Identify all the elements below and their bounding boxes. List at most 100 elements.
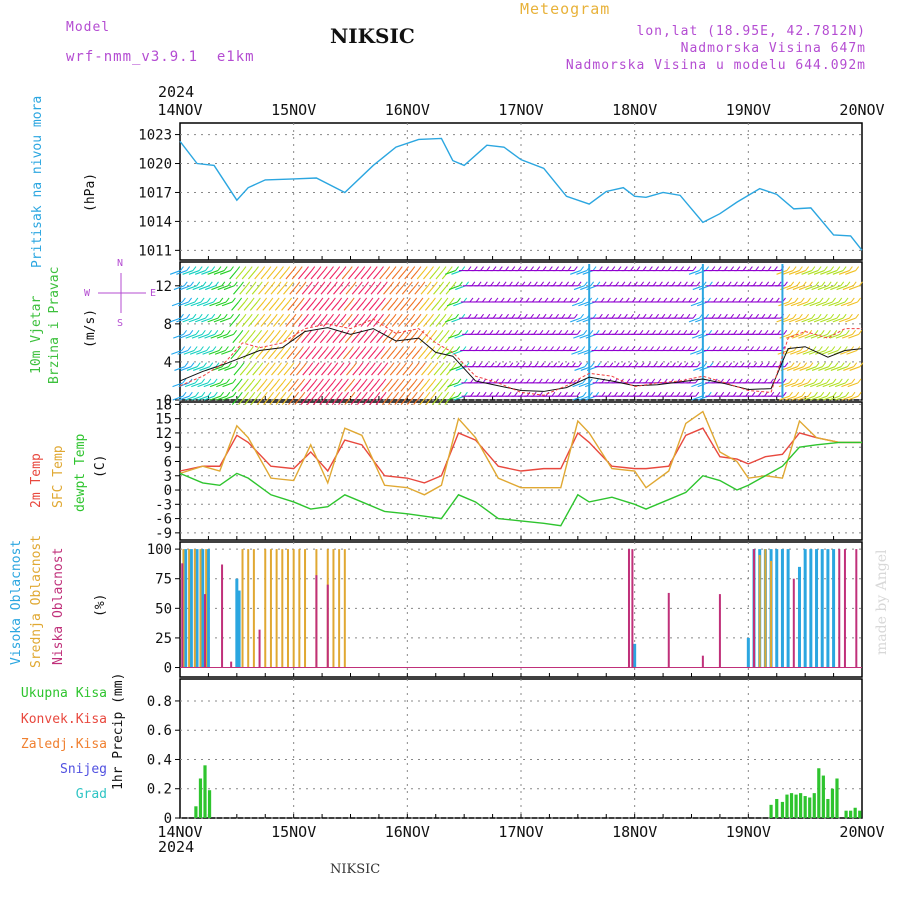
- wind-barb: [213, 317, 225, 323]
- wind-barb: [216, 382, 227, 388]
- wind-barb-tick: [305, 266, 309, 271]
- wind-barb-tick: [536, 313, 541, 319]
- wind-barb: [237, 382, 246, 392]
- wind-barb: [366, 270, 375, 280]
- wind-barb: [266, 270, 275, 280]
- wind-barb-tick: [853, 362, 858, 367]
- wind-barb: [437, 301, 446, 311]
- wind-barb: [266, 317, 275, 327]
- precip-bar: [789, 793, 794, 818]
- wind-barb: [186, 366, 198, 371]
- wind-barb-tick: [448, 266, 453, 271]
- wind-barb-tick: [656, 346, 661, 351]
- credit-text: made by Angel: [874, 549, 890, 656]
- wind-barb-tick: [681, 346, 686, 351]
- wind-barb-tick: [692, 313, 697, 319]
- wind-barb: [362, 301, 371, 311]
- x-tick-bottom-14nov: 14NOV: [157, 823, 202, 841]
- wind-barb-tick: [722, 362, 726, 367]
- wind-barb: [788, 270, 800, 275]
- wind-barb-tick: [219, 297, 224, 303]
- wind-barb-tick: [636, 266, 641, 271]
- wind-barb-tick: [563, 297, 568, 303]
- wind-barb-tick: [301, 391, 306, 397]
- wind-barb: [398, 270, 406, 280]
- wind-barb-tick: [530, 313, 534, 319]
- wind-barb: [454, 333, 466, 339]
- wind-barb-tick: [445, 378, 449, 384]
- wind-barb: [445, 270, 456, 275]
- wind-barb-tick: [295, 378, 299, 384]
- y-tick-label-precip: 0.6: [147, 723, 172, 739]
- wind-barb: [312, 382, 321, 392]
- wind-label-1: 10m Vjetar: [29, 295, 44, 374]
- wind-barb-tick: [490, 362, 495, 367]
- precip-bar: [858, 810, 862, 818]
- wind-barb-tick: [745, 330, 750, 335]
- wind-barb-tick: [612, 346, 617, 351]
- wind-barb-tick: [777, 330, 781, 335]
- wind-barb-tick: [220, 391, 224, 397]
- wind-barb-tick: [692, 266, 697, 271]
- cloud-bar-1: [338, 549, 341, 668]
- wind-barb-tick: [388, 297, 393, 303]
- wind-barb: [263, 333, 272, 344]
- wind-barb: [300, 382, 309, 392]
- wind-barb-tick: [457, 297, 461, 303]
- wind-barb-tick: [475, 297, 480, 303]
- wind-barb-tick: [445, 330, 450, 335]
- wind-barb: [333, 285, 341, 295]
- wind-barb-tick: [845, 391, 850, 397]
- wind-barb-tick: [305, 313, 309, 319]
- cloud-bar-1: [264, 549, 267, 668]
- wind-barb-tick: [627, 330, 631, 335]
- wind-barb-tick: [602, 281, 607, 287]
- wind-barb-tick: [822, 362, 826, 367]
- cloud-bar-1: [332, 549, 335, 668]
- wind-barb: [785, 333, 797, 339]
- wind-barb: [343, 301, 352, 311]
- wind-barb: [688, 270, 700, 275]
- wind-barb: [291, 270, 300, 280]
- wind-barb: [179, 333, 191, 339]
- wind-barb-tick: [250, 297, 255, 303]
- wind-barb-tick: [528, 362, 533, 367]
- wind-barb-tick: [733, 330, 738, 335]
- wind-barb-tick: [505, 266, 509, 271]
- wind-barb-tick: [320, 330, 325, 335]
- wind-barb: [379, 317, 388, 327]
- wind-barb-tick: [583, 281, 588, 287]
- wind-barb: [810, 382, 821, 388]
- wind-barb-tick: [715, 281, 720, 287]
- wind-barb-tick: [590, 281, 595, 287]
- wind-barb-tick: [373, 313, 378, 319]
- wind-barb: [351, 333, 360, 344]
- wind-barb-tick: [477, 330, 481, 335]
- wind-barb: [572, 382, 584, 388]
- wind-barb-tick: [736, 266, 741, 271]
- wind-barb-tick: [395, 378, 399, 384]
- wind-barb: [233, 366, 242, 376]
- wind-barb-tick: [844, 297, 849, 303]
- wind-barb: [435, 270, 444, 280]
- wind-barb: [283, 285, 291, 295]
- wind-barb: [399, 301, 408, 311]
- wind-barb-tick: [720, 378, 724, 384]
- wind-barb: [821, 349, 833, 355]
- wind-barb-tick: [223, 313, 228, 319]
- wind-barb-tick: [251, 391, 256, 397]
- wind-barb: [809, 301, 821, 307]
- wind-barb-tick: [557, 297, 561, 303]
- wind-barb: [381, 382, 390, 392]
- wind-barb-tick: [273, 313, 278, 319]
- wind-barb: [286, 350, 295, 360]
- wind-barb-tick: [257, 378, 262, 384]
- wind-barb-tick: [436, 313, 441, 319]
- wind-barb-tick: [602, 330, 606, 335]
- wind-barb-tick: [336, 266, 341, 271]
- wind-barb-tick: [563, 378, 568, 384]
- cloud-bar-1: [343, 549, 346, 668]
- wind-barb-tick: [694, 297, 699, 303]
- wind-barb-tick: [302, 281, 307, 287]
- wind-barb-tick: [798, 313, 803, 319]
